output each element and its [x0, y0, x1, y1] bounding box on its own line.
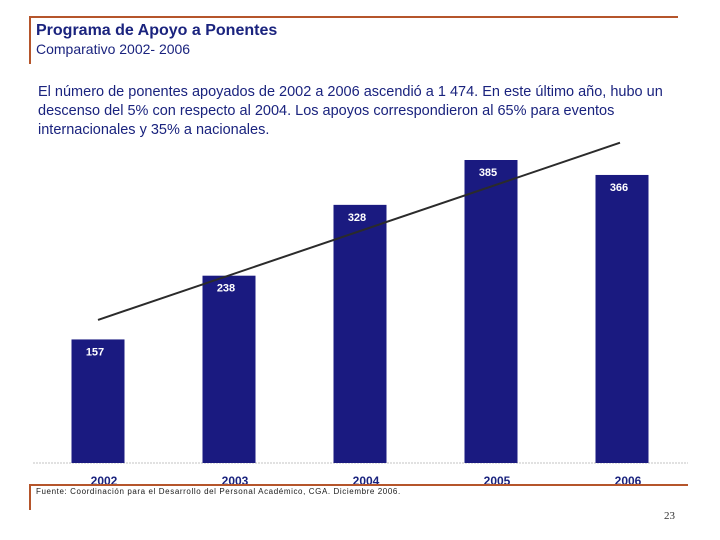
slide-subtitle: Comparativo 2002- 2006: [36, 41, 191, 57]
bar-value-label: 328: [348, 212, 366, 224]
bar-value-label: 366: [610, 182, 628, 194]
source-note: Fuente: Coordinación para el Desarrollo …: [36, 487, 401, 496]
bar-value-label: 238: [217, 283, 235, 295]
header-left-rule: [29, 16, 31, 64]
bar-2004: [333, 204, 387, 463]
bar-value-label: 157: [86, 346, 104, 358]
slide-title: Programa de Apoyo a Ponentes: [36, 22, 278, 39]
footer-rule: [30, 484, 688, 486]
bar-2006: [595, 174, 649, 463]
chart-description: El número de ponentes apoyados de 2002 a…: [38, 84, 663, 138]
bar-2005: [464, 160, 518, 463]
trend-line: [97, 141, 621, 321]
bar-2002: [71, 339, 125, 463]
bar-2003: [202, 275, 256, 463]
bar-value-label: 385: [479, 167, 497, 179]
footer-left-rule: [29, 484, 31, 510]
header-top-rule: [30, 16, 678, 18]
page-number: 23: [664, 510, 675, 522]
